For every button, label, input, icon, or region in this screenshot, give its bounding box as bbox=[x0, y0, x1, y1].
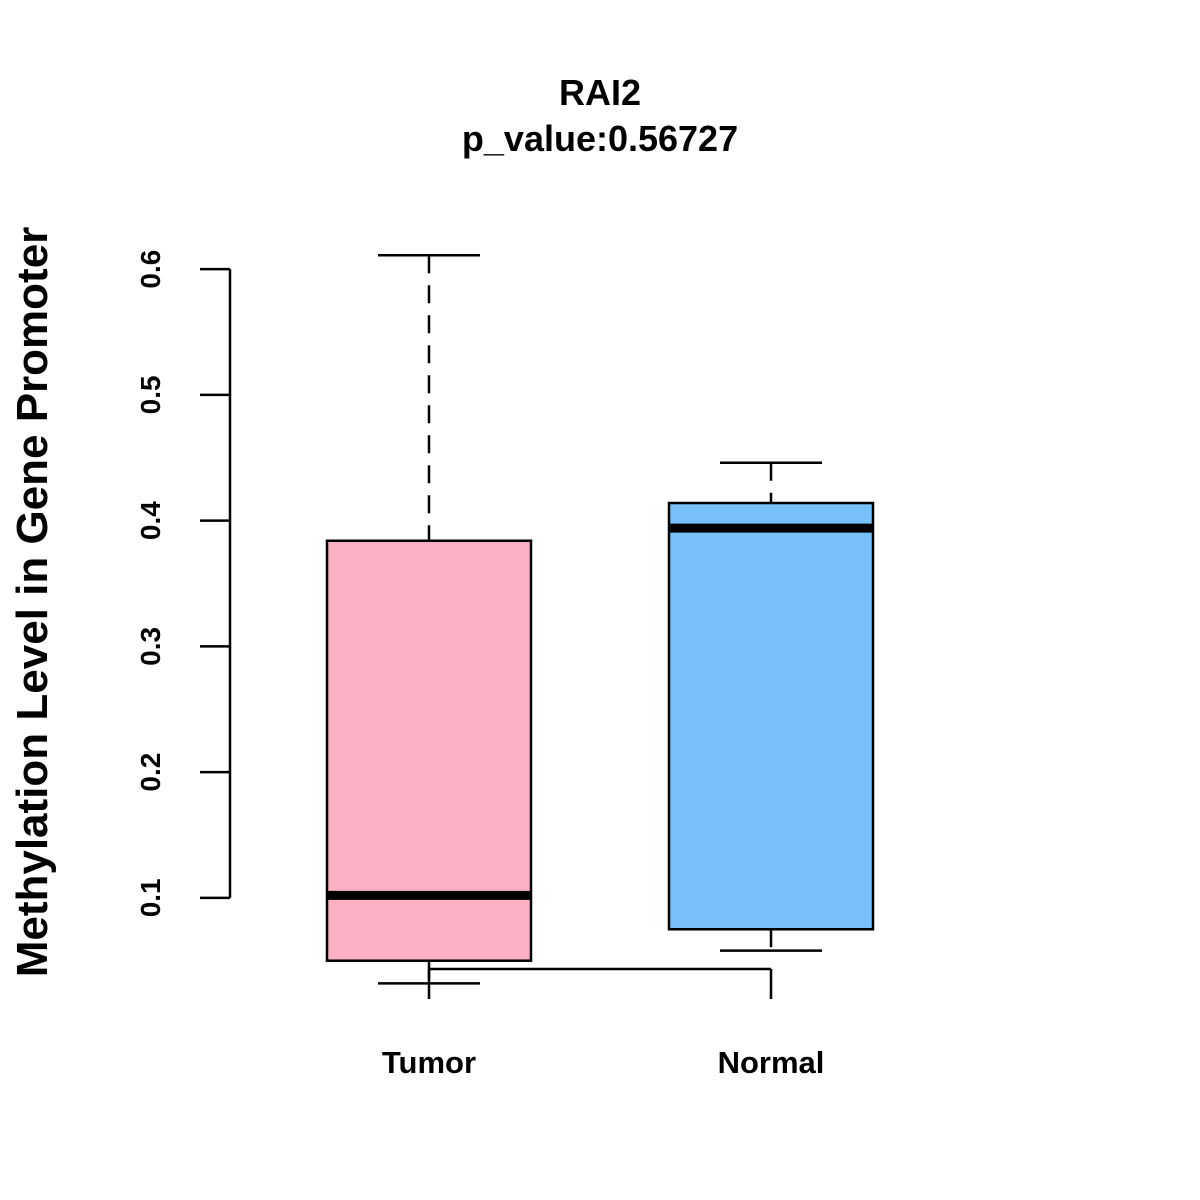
y-tick-label: 0.5 bbox=[135, 375, 166, 414]
box-tumor bbox=[325, 254, 533, 985]
x-tick-label-normal: Normal bbox=[718, 1045, 825, 1080]
iqr-box bbox=[667, 501, 875, 931]
x-tick-label-tumor: Tumor bbox=[382, 1045, 476, 1080]
y-axis: 0.1 0.2 0.3 0.4 0.5 0.6 bbox=[135, 250, 232, 917]
boxes bbox=[325, 254, 875, 985]
box-normal bbox=[667, 461, 875, 952]
x-axis: Tumor Normal bbox=[382, 967, 825, 1080]
chart-title: RAI2 bbox=[559, 72, 641, 113]
y-tick-label: 0.2 bbox=[135, 753, 166, 792]
y-axis-label: Methylation Level in Gene Promoter bbox=[8, 227, 57, 978]
y-tick-label: 0.3 bbox=[135, 627, 166, 666]
chart-subtitle: p_value:0.56727 bbox=[462, 118, 738, 159]
y-tick-label: 0.1 bbox=[135, 878, 166, 917]
y-tick-label: 0.4 bbox=[135, 501, 166, 540]
iqr-box bbox=[325, 539, 533, 962]
y-tick-label: 0.6 bbox=[135, 250, 166, 289]
